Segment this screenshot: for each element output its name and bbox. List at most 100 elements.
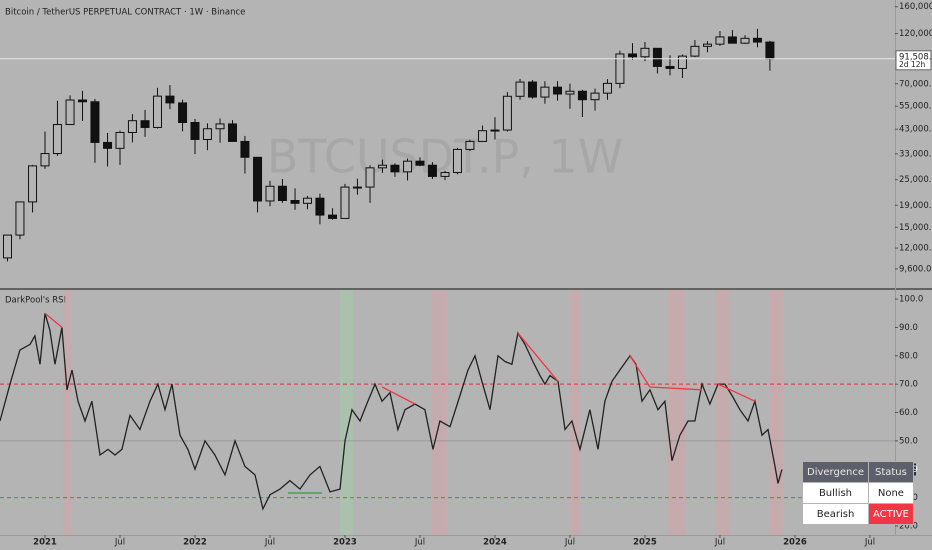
candle-body [740,37,750,44]
signal-band [431,290,447,535]
table-header: Divergence [802,461,869,483]
candle-body [565,90,575,95]
candle-body [90,101,100,143]
signal-band [667,290,686,535]
x-tick-label: 2024 [483,538,507,548]
signal-band [715,290,731,535]
candle-body [302,197,312,204]
candle-body [103,141,113,149]
candle-body [152,95,162,128]
candle-body [15,201,25,236]
candle-body [165,95,175,104]
candle-body [415,160,425,166]
x-tick-label: Jul [264,538,275,548]
candle-body [365,167,375,188]
candle-body [127,120,137,133]
y-tick-label: 19,000.0 [899,201,932,211]
candle-body [440,172,450,177]
candle-body [677,55,687,69]
candle-body [427,164,437,177]
y-tick-label: 120,000.0 [899,29,932,39]
candle-body [553,86,563,95]
candle-body [202,128,212,140]
y-tick-label: 12,000.0 [899,244,932,254]
x-tick-label: 2026 [783,538,807,548]
candle-body [527,81,537,98]
candle-body [277,185,287,202]
y-tick-label: 70,000.0 [899,79,932,89]
y-tick-label: 15,000.0 [899,223,932,233]
rsi-line [0,313,783,511]
candle-body [2,234,12,259]
indicator-title: DarkPool's RSI [5,296,66,306]
candle-body [652,47,662,67]
candle-body [665,65,675,69]
candle-body [727,36,737,44]
candle-body [315,197,325,216]
candle-body [752,37,762,43]
chart-title: Bitcoin / TetherUS PERPETUAL CONTRACT · … [5,8,245,18]
candle-body [65,99,75,126]
candle-body [352,186,362,189]
y-tick-label: 100.0 [899,295,923,305]
candle-body [140,120,150,128]
candle-body [703,43,713,47]
countdown-label: 2d 12h [899,60,925,69]
y-tick-label: 25,000.0 [899,175,932,185]
x-tick-label: Jul [114,538,125,548]
x-tick-label: 2023 [333,538,357,548]
candle-body [240,140,250,158]
divergence-table: Divergence Status Bullish None Bearish A… [802,461,914,525]
candle-body [765,41,775,60]
candle-body [390,164,400,173]
divergence-line [629,355,651,388]
candle-body [715,36,725,45]
y-tick-label: 90.0 [899,323,918,333]
y-tick-label: 160,000.0 [899,2,932,12]
x-tick-label: Jul [714,538,725,548]
table-cell: Bearish [802,503,869,525]
y-tick-label: 55,000.0 [899,102,932,112]
signal-band [62,290,71,535]
candle-body [377,164,387,169]
candle-body [227,123,237,142]
y-tick-label: 80.0 [899,351,918,361]
candle-body [328,214,338,219]
candle-body [190,121,200,140]
y-tick-label: 33,000.0 [899,149,932,159]
candle-body [640,47,650,58]
x-tick-label: Jul [414,538,425,548]
table-cell: None [867,482,914,504]
x-tick-label: Jul [564,538,575,548]
candle-body [40,153,50,167]
divergence-line [649,386,702,391]
last-price-box [895,50,932,71]
candle-body [478,130,488,142]
x-tick-label: 2025 [633,538,657,548]
candle-body [690,45,700,57]
candle-body [265,185,275,202]
candle-body [490,129,500,132]
x-tick-label: Jul [864,538,875,548]
y-tick-label: 60.0 [899,408,918,418]
y-tick-label: 20.0 [899,521,918,531]
candle-body [465,140,475,150]
candle-body [178,102,188,123]
y-tick-label: 50.0 [899,436,918,446]
divergence-line [517,332,559,382]
candle-body [52,124,62,155]
candle-body [28,165,38,203]
candle-body [77,99,87,103]
candle-body [340,186,350,219]
candle-body [253,156,263,202]
candle-body [403,160,413,173]
candle-body [115,131,125,149]
signal-band [769,290,783,535]
candle-body [215,123,225,130]
candle-body [590,92,600,101]
y-tick-label: 70.0 [899,380,918,390]
last-price-label: 91,508.7 [899,52,932,62]
candle-body [540,86,550,98]
